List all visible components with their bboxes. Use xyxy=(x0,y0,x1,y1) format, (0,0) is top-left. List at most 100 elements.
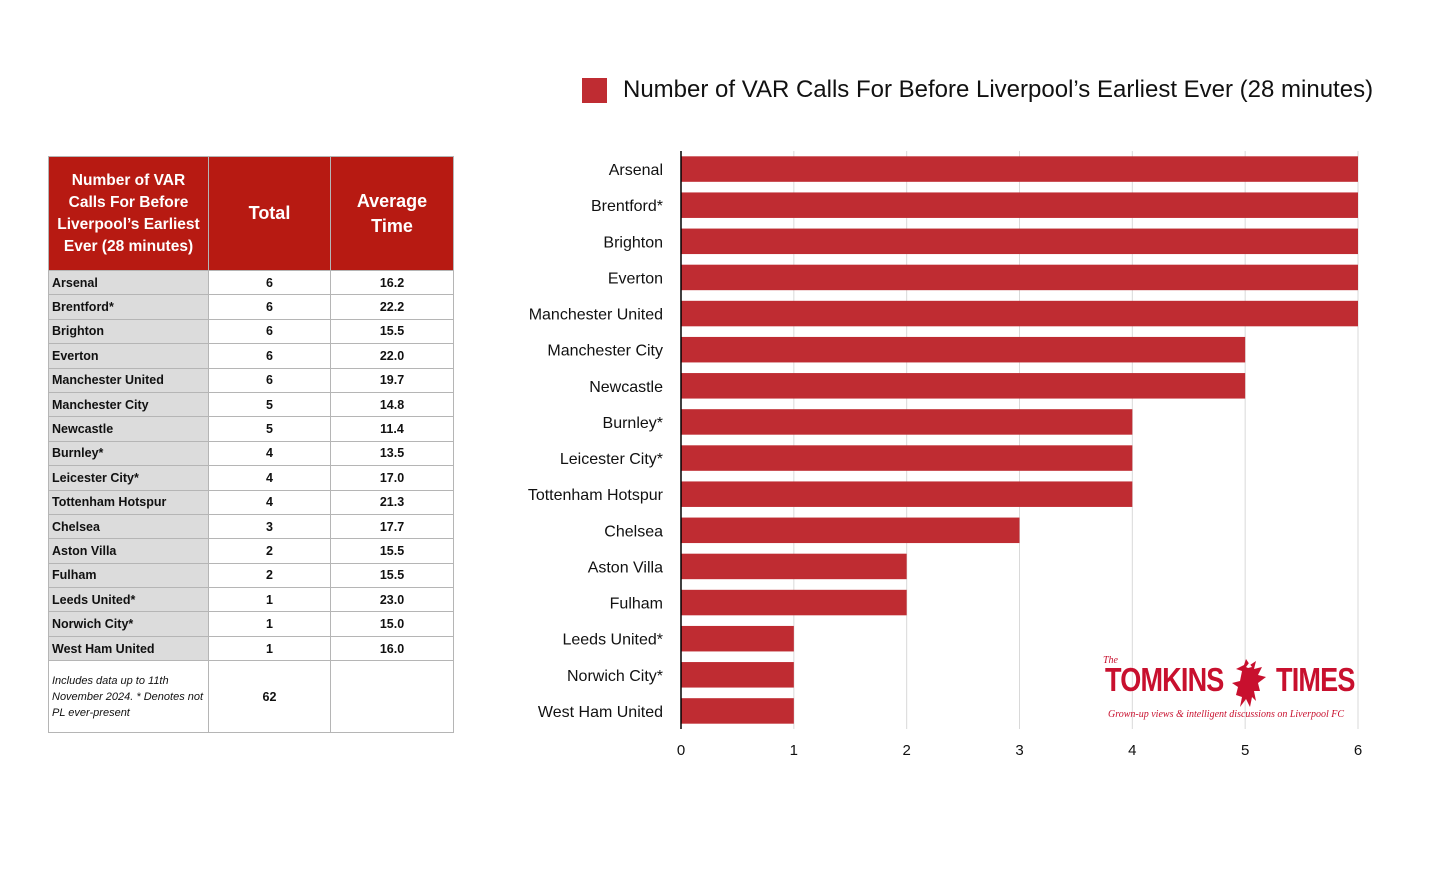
category-label: Fulham xyxy=(610,596,663,613)
bar xyxy=(681,192,1358,218)
cell-team: Leicester City* xyxy=(48,465,209,491)
cell-team: Brighton xyxy=(48,318,209,345)
table-body: Arsenal 6 16.2 Brentford* 6 22.2 Brighton 6 15.5… xyxy=(48,269,454,662)
table-row: Arsenal 6 16.2 xyxy=(48,269,454,296)
cell-team: Chelsea xyxy=(48,513,209,540)
cell-team: Manchester United xyxy=(48,367,209,393)
x-tick-label: 1 xyxy=(790,742,798,759)
footer-average xyxy=(330,660,454,734)
table-footer-row: Includes data up to 11th November 2024. … xyxy=(48,660,454,734)
var-calls-table: Number of VAR Calls For Before Liverpool… xyxy=(48,156,454,734)
cell-average: 17.7 xyxy=(330,513,454,540)
cell-average: 23.0 xyxy=(330,587,454,613)
cell-team: Newcastle xyxy=(48,416,209,442)
logo-word-tomkins: TOMKINS xyxy=(1105,661,1224,698)
liverbird-icon xyxy=(1232,659,1266,707)
x-tick-label: 4 xyxy=(1128,742,1136,759)
logo-tagline: Grown-up views & intelligent discussions… xyxy=(1108,709,1345,720)
cell-average: 15.5 xyxy=(330,562,454,589)
cell-total: 6 xyxy=(208,294,331,320)
x-tick-label: 2 xyxy=(902,742,910,759)
category-label: Manchester United xyxy=(529,307,663,324)
table-row: Brentford* 6 22.2 xyxy=(48,294,454,320)
cell-total: 1 xyxy=(208,611,331,637)
cell-total: 4 xyxy=(208,465,331,491)
category-label: Newcastle xyxy=(589,379,663,396)
legend-label: Number of VAR Calls For Before Liverpool… xyxy=(623,76,1374,103)
logo-the: The xyxy=(1103,655,1118,666)
cell-total: 6 xyxy=(208,318,331,345)
cell-total: 6 xyxy=(208,269,331,296)
table-row: Chelsea 3 17.7 xyxy=(48,513,454,540)
cell-total: 5 xyxy=(208,391,331,418)
header-team: Number of VAR Calls For Before Liverpool… xyxy=(48,156,209,271)
bar xyxy=(681,662,794,688)
category-label: Brentford* xyxy=(591,198,663,215)
bar xyxy=(681,264,1358,291)
bar xyxy=(681,553,907,580)
x-tick-label: 6 xyxy=(1354,742,1362,759)
cell-average: 13.5 xyxy=(330,440,454,467)
cell-team: Brentford* xyxy=(48,294,209,320)
category-label: Burnley* xyxy=(603,415,663,432)
cell-team: West Ham United xyxy=(48,635,209,662)
category-label: Aston Villa xyxy=(588,559,663,576)
table-row: Manchester United 6 19.7 xyxy=(48,367,454,393)
cell-average: 21.3 xyxy=(330,489,454,515)
table-row: Tottenham Hotspur 4 21.3 xyxy=(48,489,454,515)
cell-team: Manchester City xyxy=(48,391,209,418)
footer-note: Includes data up to 11th November 2024. … xyxy=(48,660,209,734)
table-row: Burnley* 4 13.5 xyxy=(48,440,454,467)
cell-average: 16.2 xyxy=(330,269,454,296)
cell-team: Leeds United* xyxy=(48,587,209,613)
category-label: Chelsea xyxy=(604,523,663,540)
tomkins-times-logo: The TOMKINS TIMES Grown-up views & intel… xyxy=(1100,655,1375,725)
table-row: Manchester City 5 14.8 xyxy=(48,391,454,418)
cell-total: 1 xyxy=(208,587,331,613)
x-tick-label: 3 xyxy=(1015,742,1023,759)
cell-average: 16.0 xyxy=(330,635,454,662)
cell-team: Aston Villa xyxy=(48,538,209,564)
bar xyxy=(681,373,1246,399)
cell-total: 2 xyxy=(208,562,331,589)
cell-team: Burnley* xyxy=(48,440,209,467)
category-label: Manchester City xyxy=(547,343,663,360)
cell-average: 14.8 xyxy=(330,391,454,418)
category-label: Norwich City* xyxy=(567,668,663,685)
cell-average: 15.0 xyxy=(330,611,454,637)
table-row: Fulham 2 15.5 xyxy=(48,562,454,589)
table-row: Leeds United* 1 23.0 xyxy=(48,587,454,613)
bar xyxy=(681,589,907,616)
logo-word-times: TIMES xyxy=(1276,661,1355,698)
bar xyxy=(681,445,1133,471)
category-label: Brighton xyxy=(603,234,663,251)
cell-average: 15.5 xyxy=(330,538,454,564)
table-header-row: Number of VAR Calls For Before Liverpool… xyxy=(48,156,454,271)
bar xyxy=(681,517,1020,544)
bar xyxy=(681,698,794,724)
cell-total: 6 xyxy=(208,367,331,393)
cell-total: 4 xyxy=(208,440,331,467)
legend-swatch xyxy=(582,78,607,103)
bar xyxy=(681,156,1358,182)
cell-average: 22.2 xyxy=(330,294,454,320)
bar xyxy=(681,625,794,652)
cell-average: 15.5 xyxy=(330,318,454,345)
category-label: West Ham United xyxy=(538,704,663,721)
table-row: Norwich City* 1 15.0 xyxy=(48,611,454,637)
bar xyxy=(681,481,1133,507)
table-row: Aston Villa 2 15.5 xyxy=(48,538,454,564)
cell-average: 17.0 xyxy=(330,465,454,491)
cell-average: 11.4 xyxy=(330,416,454,442)
cell-total: 1 xyxy=(208,635,331,662)
category-label: Arsenal xyxy=(609,162,663,179)
cell-total: 3 xyxy=(208,513,331,540)
table-row: Everton 6 22.0 xyxy=(48,343,454,369)
x-tick-label: 5 xyxy=(1241,742,1249,759)
bar xyxy=(681,336,1246,363)
category-label: Tottenham Hotspur xyxy=(528,487,664,504)
category-label: Leicester City* xyxy=(560,451,663,468)
bar xyxy=(681,300,1358,327)
category-label: Everton xyxy=(608,270,663,287)
